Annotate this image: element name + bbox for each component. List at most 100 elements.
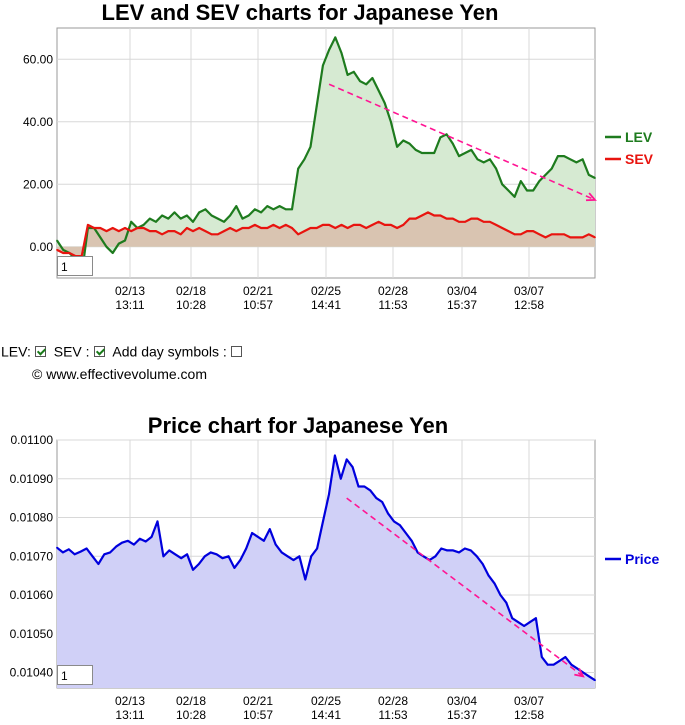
sev-data-point xyxy=(223,230,225,233)
price-data-point xyxy=(540,656,543,658)
lev-data-point xyxy=(526,189,528,192)
trend-arrow-head xyxy=(585,192,597,202)
lev-checkbox[interactable] xyxy=(34,345,46,357)
price-data-point xyxy=(138,537,141,540)
sev-data-point xyxy=(167,230,170,233)
price-legend-label: Price xyxy=(625,551,659,567)
sev-data-point xyxy=(297,233,300,236)
price-data-point xyxy=(475,555,478,558)
price-data-point xyxy=(168,549,171,552)
sev-data-point xyxy=(130,230,133,233)
sev-data-point xyxy=(254,224,256,226)
price-data-point xyxy=(233,567,236,569)
day-symbols-checkbox[interactable] xyxy=(230,345,242,357)
sev-data-point xyxy=(501,227,504,229)
price-data-point xyxy=(493,582,496,585)
price-data-point xyxy=(469,549,472,552)
price-data-point xyxy=(91,555,94,558)
price-data-point xyxy=(328,493,330,496)
sev-data-point xyxy=(148,230,151,233)
price-data-point xyxy=(298,555,301,558)
sev-data-point xyxy=(544,236,547,239)
price-data-point xyxy=(387,512,389,515)
price-data-point xyxy=(286,555,289,558)
x-tick-time: 14:41 xyxy=(311,298,341,312)
x-tick-date: 02/13 xyxy=(115,284,145,298)
sev-data-point xyxy=(124,227,126,229)
x-tick-time: 14:41 xyxy=(311,708,341,722)
trend-arrow-head xyxy=(574,667,585,678)
lev-data-point xyxy=(587,174,590,176)
y-tick-label: 20.00 xyxy=(23,177,53,191)
price-data-point xyxy=(263,539,265,542)
price-data-point xyxy=(322,520,324,523)
lev-sev-zoom-input[interactable]: 1 xyxy=(57,256,93,276)
lev-data-point xyxy=(371,77,374,79)
sev-data-point xyxy=(204,230,207,233)
price-data-point xyxy=(310,555,313,558)
x-tick-time: 13:11 xyxy=(115,708,144,722)
sev-data-point xyxy=(161,233,164,236)
x-tick-date: 02/18 xyxy=(176,694,206,708)
sev-data-point xyxy=(371,224,374,226)
lev-data-point xyxy=(495,167,497,170)
price-data-point xyxy=(546,663,549,666)
lev-data-point xyxy=(408,142,411,145)
x-tick-time: 10:28 xyxy=(176,298,206,312)
price-data-point xyxy=(375,497,378,499)
lev-data-point xyxy=(99,236,102,239)
sev-data-point xyxy=(315,227,318,229)
price-chart-title: Price chart for Japanese Yen xyxy=(147,413,449,438)
lev-data-point xyxy=(223,220,225,223)
sev-data-point xyxy=(594,236,596,239)
sev-data-point xyxy=(334,227,337,229)
sev-data-point xyxy=(402,224,405,226)
x-tick-time: 15:37 xyxy=(447,298,477,312)
sev-data-point xyxy=(495,224,497,226)
price-data-point xyxy=(564,656,567,658)
price-data-point xyxy=(245,547,248,550)
price-area-fill xyxy=(57,455,595,688)
sev-data-point xyxy=(532,230,535,233)
y-tick-label: 60.00 xyxy=(23,52,53,66)
y-tick-label: 0.01060 xyxy=(10,588,54,602)
price-data-point xyxy=(440,547,443,550)
price-data-point xyxy=(351,466,354,468)
lev-data-point xyxy=(445,133,448,136)
sev-data-point xyxy=(260,227,262,229)
x-tick-date: 03/07 xyxy=(514,694,544,708)
sev-data-point xyxy=(247,227,250,229)
x-tick-date: 02/25 xyxy=(311,284,341,298)
sev-checkbox[interactable] xyxy=(93,345,105,357)
sev-data-point xyxy=(99,227,102,229)
lev-data-point xyxy=(451,142,454,145)
sev-data-point xyxy=(383,224,386,226)
sev-data-point xyxy=(538,233,541,236)
sev-data-point xyxy=(581,236,584,239)
lev-data-point xyxy=(421,152,423,154)
price-zoom-input[interactable]: 1 xyxy=(57,665,93,685)
sev-data-point xyxy=(439,214,442,217)
lev-data-point xyxy=(204,208,207,211)
x-tick-date: 03/07 xyxy=(514,284,544,298)
lev-data-point xyxy=(278,205,281,208)
price-data-point xyxy=(62,551,64,554)
price-data-point xyxy=(369,489,372,492)
price-data-point xyxy=(280,551,283,554)
x-tick-time: 11:53 xyxy=(378,298,407,312)
price-data-point xyxy=(156,520,159,523)
sev-data-point xyxy=(427,211,429,214)
x-tick-date: 02/25 xyxy=(311,694,341,708)
price-data-point xyxy=(345,458,348,461)
lev-data-point xyxy=(501,183,504,186)
sev-data-point xyxy=(489,220,491,223)
lev-data-point xyxy=(167,217,170,220)
y-tick-label: 0.01100 xyxy=(11,433,54,447)
price-data-point xyxy=(529,621,531,623)
sev-series-line xyxy=(56,211,596,258)
sev-data-point xyxy=(482,220,485,223)
sev-data-point xyxy=(266,227,269,229)
lev-data-point xyxy=(284,208,287,211)
price-data-point xyxy=(121,541,123,544)
price-data-point xyxy=(192,568,194,571)
